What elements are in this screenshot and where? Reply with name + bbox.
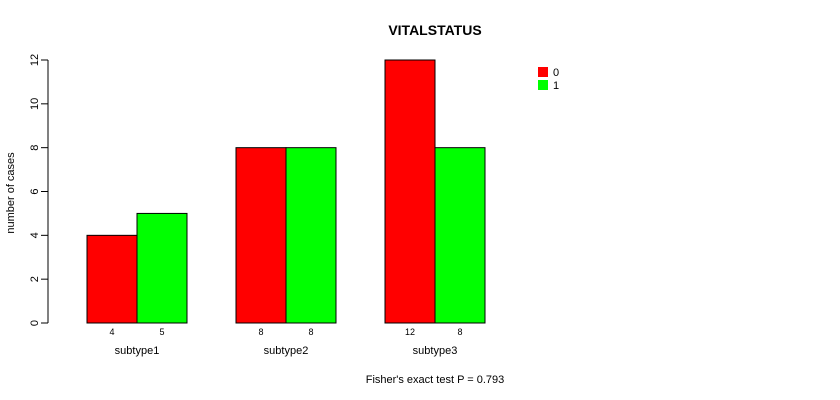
bar-count-label: 8 [457,327,462,337]
legend-label-1: 1 [553,80,559,92]
y-tick-label: 6 [29,188,41,194]
category-label-subtype2: subtype2 [264,345,309,357]
legend-swatch-1 [538,80,548,90]
chart-title: VITALSTATUS [388,22,481,38]
bar-subtype1-series-1 [136,212,188,324]
y-tick-label: 10 [29,98,41,110]
y-tick-label: 8 [29,145,41,151]
y-tick-label: 12 [29,54,41,66]
bar-subtype1-series-0 [86,234,138,324]
bar-count-label: 12 [405,327,415,337]
bar-count-label: 5 [159,327,164,337]
bar-count-label: 8 [308,327,313,337]
category-label-subtype3: subtype3 [413,345,458,357]
legend-label-0: 0 [553,67,559,79]
bar-subtype2-series-1 [285,147,337,324]
bar-subtype3-series-1 [434,147,486,324]
bar-subtype3-series-0 [384,59,436,324]
bar-count-label: 8 [258,327,263,337]
fisher-test-footnote: Fisher's exact test P = 0.793 [366,374,505,386]
legend-swatch-0 [538,67,548,77]
category-label-subtype1: subtype1 [115,345,160,357]
bar-subtype2-series-0 [235,147,287,324]
y-tick-label: 0 [29,320,41,326]
legend: 01 [538,67,559,92]
bar-count-label: 4 [109,327,114,337]
y-tick-label: 2 [29,276,41,282]
y-tick-label: 4 [29,232,41,238]
y-axis: 0 2 4 6 8 10 12 [29,54,49,326]
y-axis-label: number of cases [5,152,17,234]
